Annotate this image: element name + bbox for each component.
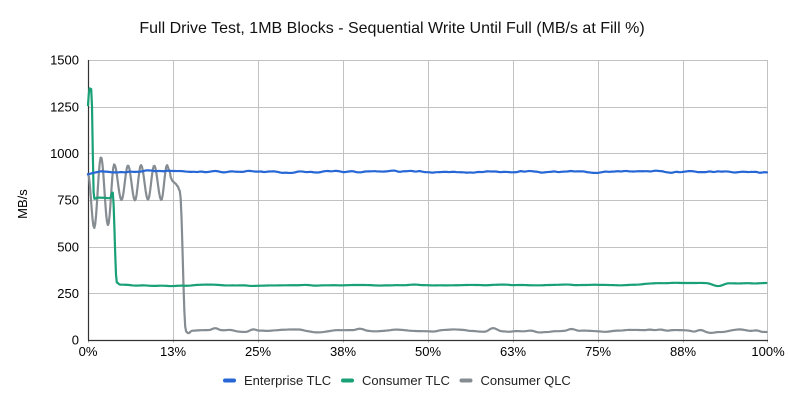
svg-text:500: 500 (57, 239, 79, 254)
svg-text:25%: 25% (245, 344, 271, 359)
svg-text:13%: 13% (160, 344, 186, 359)
svg-text:0: 0 (72, 333, 79, 348)
svg-text:1500: 1500 (50, 53, 79, 68)
svg-text:250: 250 (57, 286, 79, 301)
svg-text:38%: 38% (330, 344, 356, 359)
svg-text:Enterprise TLC: Enterprise TLC (244, 373, 331, 388)
svg-text:1000: 1000 (50, 146, 79, 161)
svg-text:0%: 0% (79, 344, 98, 359)
svg-text:Consumer QLC: Consumer QLC (481, 373, 571, 388)
svg-text:50%: 50% (415, 344, 441, 359)
svg-text:63%: 63% (500, 344, 526, 359)
svg-text:MB/s: MB/s (15, 189, 30, 219)
svg-text:1250: 1250 (50, 99, 79, 114)
svg-text:75%: 75% (585, 344, 611, 359)
svg-text:750: 750 (57, 193, 79, 208)
svg-text:88%: 88% (670, 344, 696, 359)
svg-text:100%: 100% (751, 344, 785, 359)
svg-text:Full Drive Test, 1MB Blocks -: Full Drive Test, 1MB Blocks - Sequential… (139, 20, 644, 37)
svg-text:Consumer TLC: Consumer TLC (362, 373, 450, 388)
